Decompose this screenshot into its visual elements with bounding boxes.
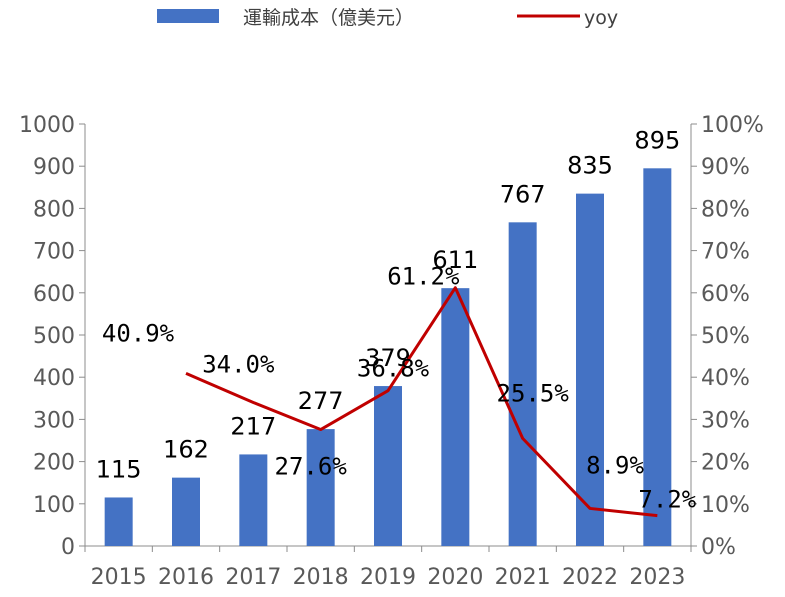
y-right-tick-label: 40% xyxy=(701,366,750,391)
yoy-value-label: 27.6% xyxy=(275,453,348,481)
legend-swatch-bar xyxy=(157,9,219,23)
bar xyxy=(576,193,604,546)
legend: 運輸成本（億美元） yoy xyxy=(157,7,618,29)
y-right-tick-label: 60% xyxy=(701,282,750,307)
y-left-tick-label: 800 xyxy=(33,197,75,222)
yoy-value-label: 40.9% xyxy=(102,319,175,347)
yoy-value-label: 34.0% xyxy=(202,351,275,379)
y-right-tick-label: 100% xyxy=(701,113,764,138)
y-right-tick-label: 20% xyxy=(701,451,750,476)
y-right-tick-label: 50% xyxy=(701,324,750,349)
y-left-tick-label: 300 xyxy=(33,408,75,433)
y-right-tick-label: 10% xyxy=(701,493,750,518)
legend-label-line: yoy xyxy=(584,7,618,29)
bar-value-label: 895 xyxy=(634,126,680,154)
y-left-tick-label: 0 xyxy=(61,535,75,560)
y-right-tick-label: 90% xyxy=(701,155,750,180)
x-tick-label: 2022 xyxy=(562,565,618,590)
bar xyxy=(441,288,470,546)
axes: 0 100 200 300 400 500 600 700 800 900 1000 0% 10% 20%… xyxy=(19,113,764,590)
yoy-value-label: 36.8% xyxy=(357,355,430,383)
yoy-line xyxy=(185,286,658,518)
y-right-tick-label: 30% xyxy=(701,408,750,433)
yoy-value-label: 25.5% xyxy=(497,379,570,407)
yoy-value-label: 61.2% xyxy=(387,263,460,291)
bar xyxy=(172,477,200,546)
bar xyxy=(306,429,335,546)
y-left-tick-label: 700 xyxy=(33,240,75,265)
x-tick-label: 2015 xyxy=(91,565,147,590)
y-left-tick-label: 500 xyxy=(33,324,75,349)
bar-value-label: 611 xyxy=(432,246,478,274)
yoy-value-label: 7.2% xyxy=(638,486,696,514)
bar xyxy=(239,454,268,546)
bar-value-label: 115 xyxy=(96,455,142,483)
bars xyxy=(104,168,672,547)
x-tick-label: 2018 xyxy=(293,565,349,590)
yoy-line-series xyxy=(185,286,658,518)
x-tick-label: 2023 xyxy=(629,565,685,590)
legend-label-bar: 運輸成本（億美元） xyxy=(243,7,414,29)
bar xyxy=(508,222,537,547)
y-left-tick-label: 400 xyxy=(33,366,75,391)
bar xyxy=(104,497,133,546)
bar-value-label: 835 xyxy=(567,152,613,180)
bar-value-label: 277 xyxy=(298,387,344,415)
bar xyxy=(643,168,672,546)
bar-value-label: 162 xyxy=(163,436,209,464)
bar xyxy=(374,386,402,546)
bar-value-label: 217 xyxy=(230,412,276,440)
x-tick-label: 2017 xyxy=(225,565,281,590)
x-tick-label: 2021 xyxy=(495,565,551,590)
x-tick-label: 2016 xyxy=(158,565,214,590)
y-left-tick-label: 900 xyxy=(33,155,75,180)
y-right-tick-label: 0% xyxy=(701,535,736,560)
x-tick-label: 2019 xyxy=(360,565,416,590)
yoy-value-label: 8.9% xyxy=(586,451,644,479)
y-left-tick-label: 200 xyxy=(33,451,75,476)
y-left-tick-label: 1000 xyxy=(19,113,75,138)
y-left-tick-label: 600 xyxy=(33,282,75,307)
y-right-tick-label: 80% xyxy=(701,197,750,222)
yoy-labels: 40.9% 34.0% 27.6% 36.8% 61.2% 25.5% 8.9% 7.2% xyxy=(102,263,697,514)
bar-value-label: 767 xyxy=(500,180,546,208)
x-tick-label: 2020 xyxy=(427,565,483,590)
y-right-tick-label: 70% xyxy=(701,240,750,265)
y-left-tick-label: 100 xyxy=(33,493,75,518)
